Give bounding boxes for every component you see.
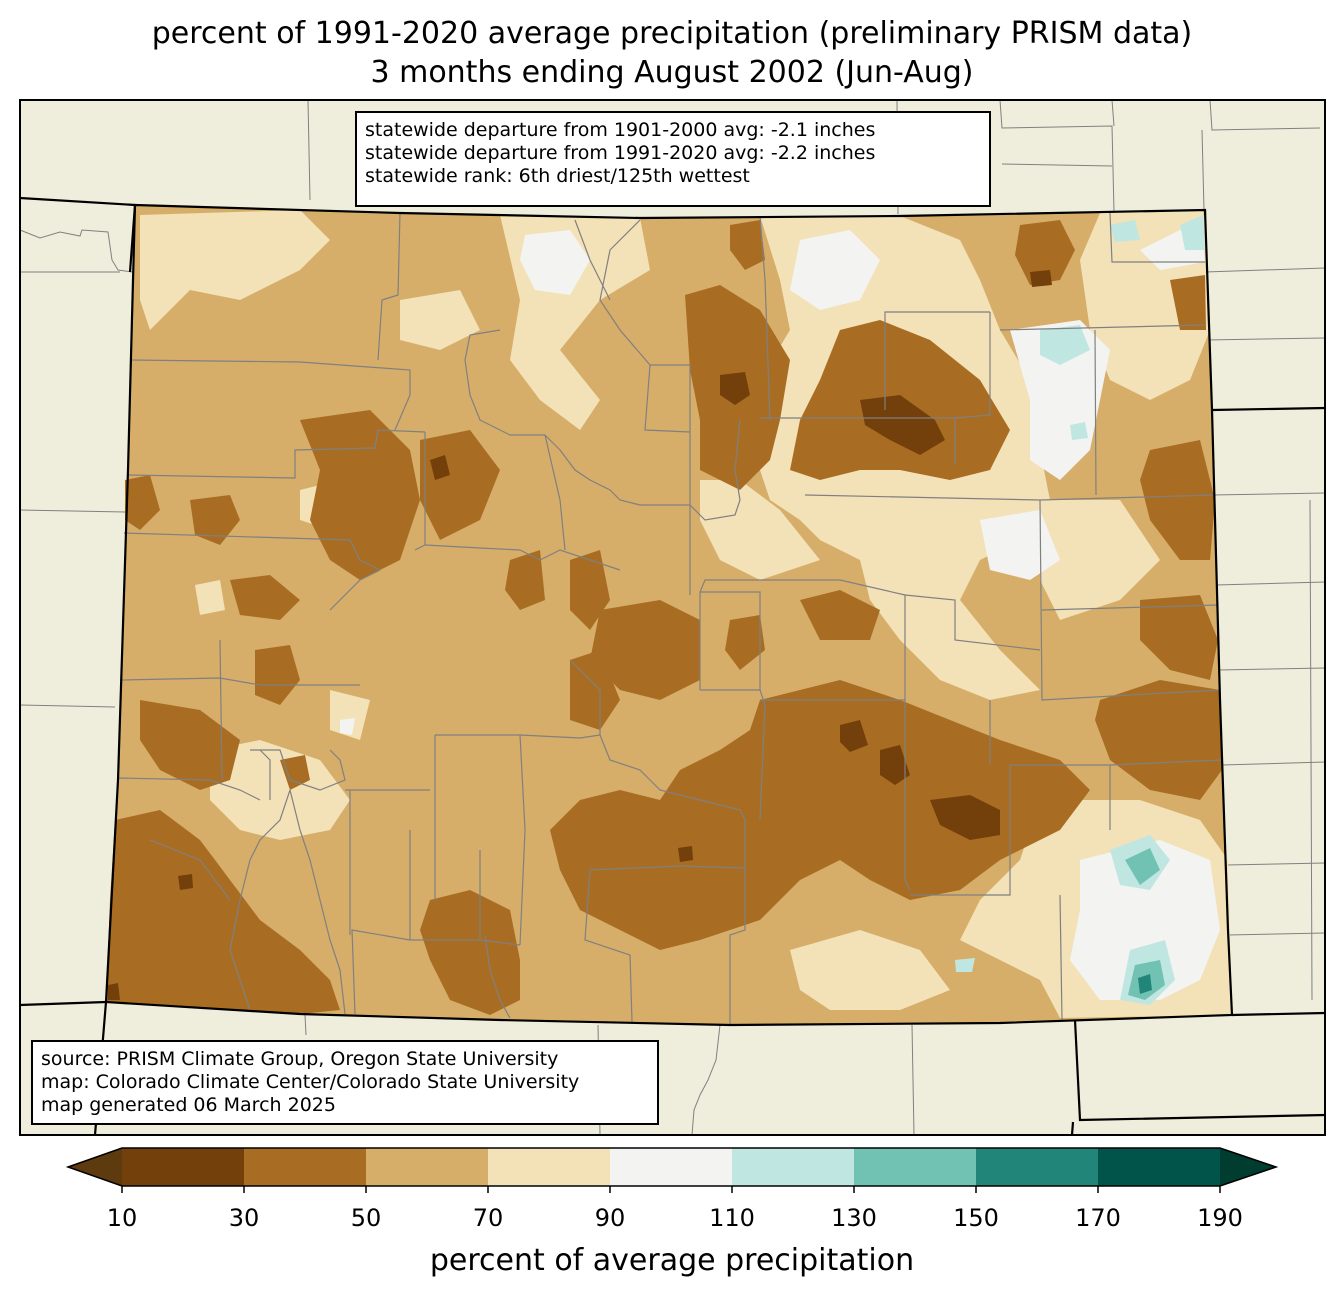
precip-contours: [106, 210, 1232, 1018]
colorbar-tick-label: 50: [350, 1204, 382, 1232]
generated-date-line: map generated 06 March 2025: [41, 1094, 336, 1116]
colorbar-bin-150-170: [976, 1148, 1098, 1186]
colorbar-tick-label: 70: [472, 1204, 504, 1232]
map-title-line-2: 3 months ending August 2002 (Jun-Aug): [370, 55, 974, 90]
colorbar-bin-110-130: [732, 1148, 854, 1186]
colorbar-tick-label: 10: [106, 1204, 138, 1232]
colorbar-bin-130-150: [854, 1148, 976, 1186]
colorbar-tick-label: 30: [228, 1204, 260, 1232]
colorbar-extend-high: [1220, 1148, 1276, 1186]
neighbor-county-lines: [19, 99, 1326, 1136]
colorbar-extend-low: [68, 1148, 122, 1186]
map-frame: [19, 99, 1326, 1136]
colorbar-tick-label: 130: [831, 1204, 877, 1232]
colorbar-bin-70-90: [488, 1148, 610, 1186]
colorbar-tick-label: 190: [1197, 1204, 1243, 1232]
statewide-stats-box: statewide departure from 1901-2000 avg: …: [355, 111, 991, 207]
county-lines: [117, 212, 1223, 1025]
stats-departure-1901-2000: statewide departure from 1901-2000 avg: …: [365, 119, 876, 141]
colorbar-bin-50-70: [366, 1148, 488, 1186]
colorbar-tick-label: 110: [709, 1204, 755, 1232]
stats-rank: statewide rank: 6th driest/125th wettest: [365, 165, 750, 187]
colorbar-label: percent of average precipitation: [429, 1243, 915, 1278]
map-credit-line: map: Colorado Climate Center/Colorado St…: [41, 1071, 580, 1093]
colorbar-bin-90-110: [610, 1148, 732, 1186]
source-credit-box: source: PRISM Climate Group, Oregon Stat…: [31, 1040, 659, 1125]
map-title-line-1: percent of 1991-2020 average precipitati…: [151, 16, 1193, 51]
state-borders: [19, 196, 1326, 1136]
colorbar: [65, 1147, 1279, 1193]
colorbar-tick-label: 170: [1075, 1204, 1121, 1232]
stats-departure-1991-2020: statewide departure from 1991-2020 avg: …: [365, 142, 876, 164]
colorbar-bin-170-190: [1098, 1148, 1220, 1186]
source-line: source: PRISM Climate Group, Oregon Stat…: [41, 1048, 559, 1070]
colorbar-bin-30-50: [244, 1148, 366, 1186]
colorbar-bin-10-30: [122, 1148, 244, 1186]
colorbar-tick-label: 90: [594, 1204, 626, 1232]
colorbar-tick-label: 150: [953, 1204, 999, 1232]
